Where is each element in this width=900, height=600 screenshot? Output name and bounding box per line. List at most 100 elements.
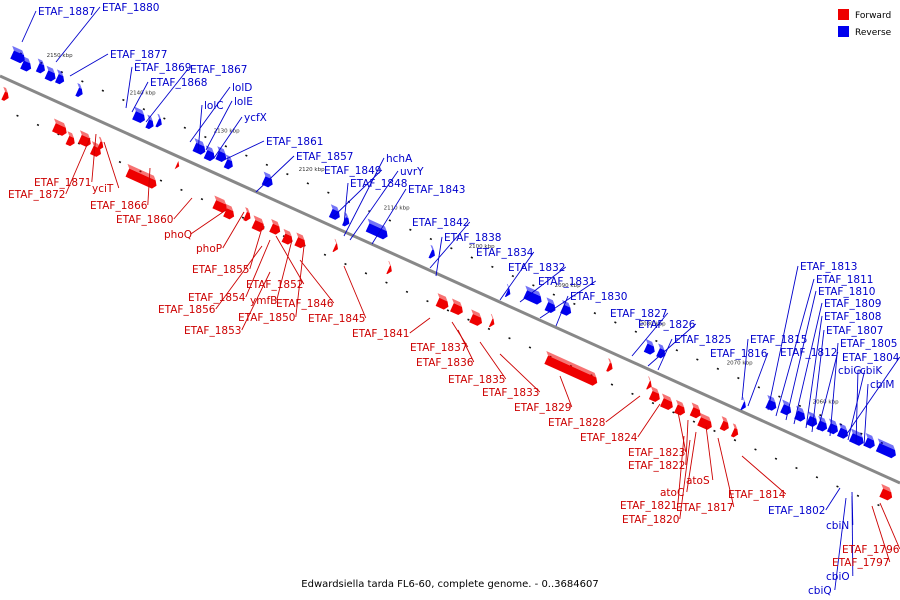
gene-label-etaf-1815: ETAF_1815 xyxy=(750,334,807,346)
label-connector xyxy=(834,497,847,591)
track-dash xyxy=(757,386,761,389)
gene-label-etaf-1811: ETAF_1811 xyxy=(816,274,873,286)
gene-label-uvry: uvrY xyxy=(400,166,424,178)
label-connector xyxy=(685,419,689,466)
track-dash xyxy=(142,108,146,111)
label-connector xyxy=(879,502,900,550)
gene-reverse-arrow xyxy=(643,338,655,355)
label-connector xyxy=(245,239,271,298)
track-dash xyxy=(593,312,597,315)
track-dash xyxy=(183,126,187,129)
gene-label-etaf-1802: ETAF_1802 xyxy=(768,505,825,517)
gene-label-etaf-1866: ETAF_1866 xyxy=(90,200,148,212)
track-dash xyxy=(651,401,655,405)
gene-label-etaf-1817: ETAF_1817 xyxy=(676,502,733,514)
gene-forward-arrow xyxy=(243,207,251,222)
tick-label: 2150 kbp xyxy=(47,53,73,59)
gene-label-etaf-1842: ETAF_1842 xyxy=(412,217,469,229)
gene-label-etaf-1804: ETAF_1804 xyxy=(842,352,900,364)
label-connector xyxy=(197,104,203,153)
gene-label-etaf-1850: ETAF_1850 xyxy=(238,312,295,324)
tick-label: 2070 kbp xyxy=(727,361,753,367)
gene-reverse-arrow xyxy=(261,171,273,188)
legend-label-reverse: Reverse xyxy=(855,28,892,38)
gene-label-etaf-1833: ETAF_1833 xyxy=(482,387,539,399)
label-connector xyxy=(213,116,243,159)
gene-label-cbio: cbiO xyxy=(826,571,850,583)
label-connector xyxy=(190,209,227,235)
gene-label-etaf-1829: ETAF_1829 xyxy=(514,402,571,414)
track-dash xyxy=(754,448,757,451)
gene-label-etaf-1841: ETAF_1841 xyxy=(352,328,409,340)
label-connector xyxy=(825,487,841,511)
genome-axis-layer xyxy=(0,52,900,507)
tick-layer: 2150 kbp 2140 kbp 2130 kbp 2120 kbp 2110 kbp… xyxy=(47,53,839,405)
gene-forward-arrow xyxy=(488,313,495,328)
label-connector xyxy=(717,437,735,508)
gene-label-etaf-1856: ETAF_1856 xyxy=(158,304,216,316)
label-connector xyxy=(349,170,399,241)
track-dash xyxy=(101,89,105,92)
gene-forward-arrow xyxy=(648,386,660,402)
tick-label: 2110 kbp xyxy=(384,206,410,212)
gene-forward-arrow xyxy=(78,130,91,147)
gene-label-etaf-1880: ETAF_1880 xyxy=(102,2,159,14)
gene-label-etaf-1877: ETAF_1877 xyxy=(110,49,167,61)
gene-label-ycfx: ycfX xyxy=(244,112,267,124)
gene-reverse-arrow xyxy=(132,106,145,124)
track-dash xyxy=(528,346,532,349)
track-dash xyxy=(511,274,515,278)
track-dash xyxy=(388,219,392,222)
track-dash xyxy=(552,293,556,296)
label-connector xyxy=(817,351,839,431)
gene-forward-arrow xyxy=(223,203,235,220)
label-connector xyxy=(371,188,407,245)
label-connector xyxy=(767,265,799,411)
label-connector xyxy=(747,352,769,407)
label-connector xyxy=(677,435,685,506)
track-dash xyxy=(204,135,207,139)
label-connector xyxy=(555,295,569,327)
gene-reverse-arrow xyxy=(328,204,340,220)
label-connector xyxy=(539,280,597,319)
label-connector xyxy=(275,235,305,285)
track-dash xyxy=(672,411,675,414)
gene-label-etaf-1834: ETAF_1834 xyxy=(476,247,534,259)
gene-label-etaf-1837: ETAF_1837 xyxy=(410,342,467,354)
track-dash xyxy=(675,349,679,352)
gene-label-ymfb: ymfB xyxy=(250,295,277,307)
gene-label-etaf-1824: ETAF_1824 xyxy=(580,432,638,444)
gene-forward-arrow xyxy=(1,86,9,101)
label-connector xyxy=(605,395,641,423)
track-dash xyxy=(446,309,450,312)
legend-label-forward: Forward xyxy=(855,11,891,21)
gene-forward-arrow xyxy=(212,195,228,213)
label-connector xyxy=(429,221,471,269)
gene-reverse-arrow xyxy=(10,45,25,64)
gene-label-cbim: cbiM xyxy=(870,379,894,391)
label-connector xyxy=(851,495,854,577)
gene-label-etaf-1816: ETAF_1816 xyxy=(710,348,768,360)
label-connector xyxy=(205,100,233,151)
label-connector xyxy=(189,86,231,143)
track-dash xyxy=(614,321,617,324)
gene-reverse-arrow xyxy=(656,343,666,359)
label-connector xyxy=(871,505,891,563)
label-connector xyxy=(103,141,120,189)
gene-reverse-arrow xyxy=(780,399,792,416)
gene-label-etaf-1805: ETAF_1805 xyxy=(840,338,897,350)
gene-forward-arrow xyxy=(879,483,893,501)
gene-label-etaf-1869: ETAF_1869 xyxy=(134,62,191,74)
gene-forward-arrow xyxy=(294,232,306,249)
gene-label-etaf-1812: ETAF_1812 xyxy=(780,347,837,359)
track-dash xyxy=(655,339,658,343)
label-connector xyxy=(863,383,869,447)
genome-caption: Edwardsiella tarda FL6-60, complete geno… xyxy=(301,579,598,590)
gene-label-etaf-1826: ETAF_1826 xyxy=(638,319,696,331)
track-dash xyxy=(856,494,860,497)
label-connector xyxy=(409,317,431,334)
track-dash xyxy=(245,154,248,157)
gene-label-etaf-1861: ETAF_1861 xyxy=(266,136,323,148)
label-connector xyxy=(637,403,661,438)
track-dash xyxy=(877,503,880,507)
